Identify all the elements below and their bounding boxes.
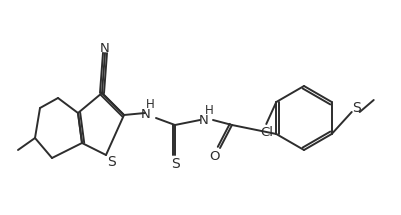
Text: Cl: Cl xyxy=(260,126,273,138)
Text: O: O xyxy=(210,149,220,163)
Text: N: N xyxy=(141,109,151,121)
Text: H: H xyxy=(146,98,154,112)
Text: N: N xyxy=(199,114,209,126)
Text: S: S xyxy=(170,157,179,171)
Text: N: N xyxy=(100,41,110,54)
Text: S: S xyxy=(352,101,361,115)
Text: S: S xyxy=(107,155,115,169)
Text: H: H xyxy=(205,103,213,117)
